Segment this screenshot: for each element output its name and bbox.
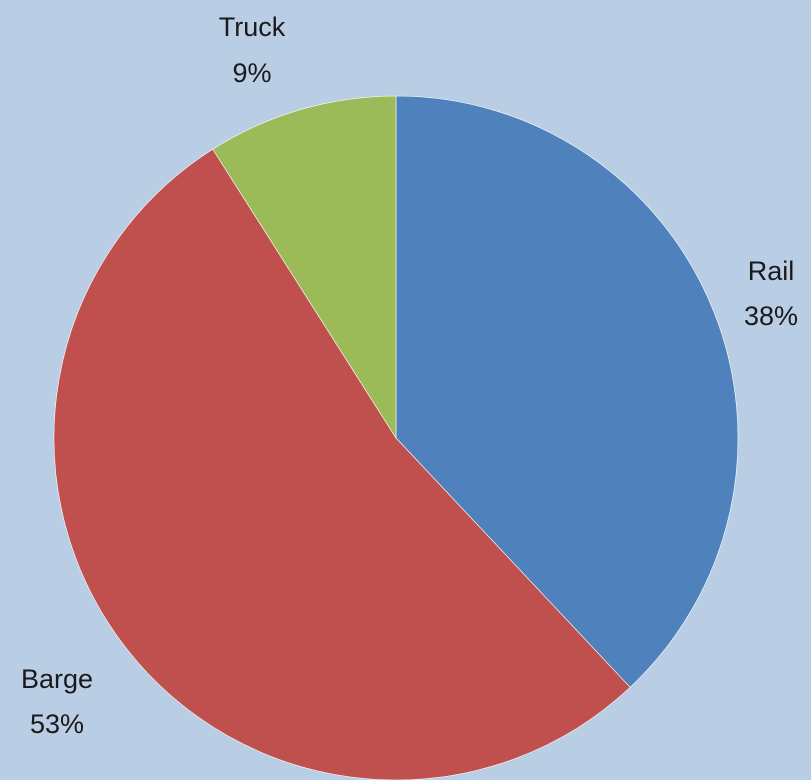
slice-value-label-barge: 53%	[30, 709, 84, 739]
pie-slices	[53, 95, 739, 780]
pie-slice-rail	[395, 95, 739, 688]
pie-slice-truck	[212, 95, 397, 440]
pie-slice-barge	[53, 148, 631, 780]
slice-label-truck: Truck	[219, 12, 286, 42]
slice-label-rail: Rail	[748, 256, 795, 286]
slice-value-label-truck: 9%	[232, 58, 271, 88]
pie-labels: Rail 38% Barge 53% Truck 9%	[21, 12, 798, 739]
slice-label-barge: Barge	[21, 664, 93, 694]
slice-value-label-rail: 38%	[744, 301, 798, 331]
